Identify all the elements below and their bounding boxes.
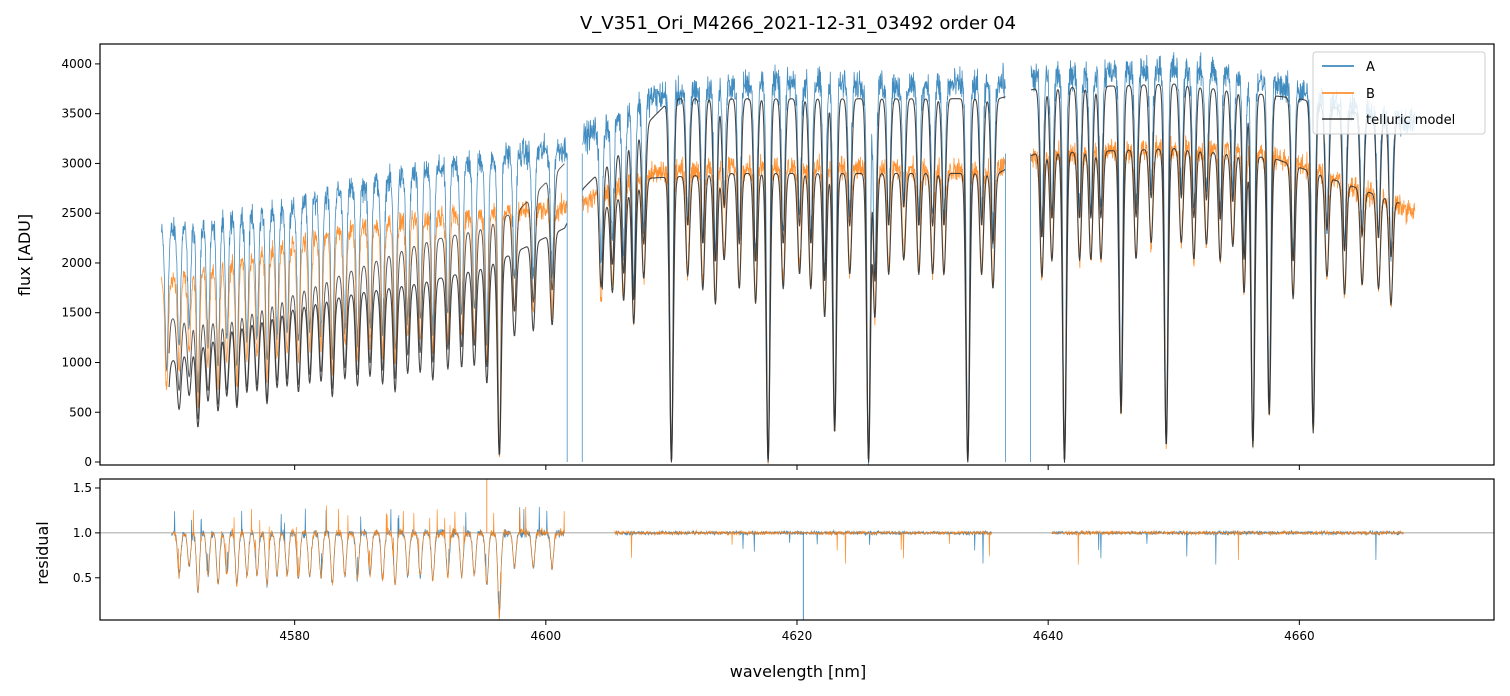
residual-y-tick-label: 0.5	[73, 571, 92, 585]
flux-y-tick-label: 500	[69, 405, 92, 419]
chart-title: V_V351_Ori_M4266_2021-12-31_03492 order …	[580, 13, 1016, 34]
residual-x-ticks: 4580 4600 4620 4640 4660	[279, 620, 1315, 643]
series-a-line	[161, 52, 1416, 465]
legend-label-a: A	[1366, 60, 1375, 75]
telluric-model-b-line	[601, 148, 1400, 463]
flux-panel: 0 500 1000 1500 2000 2500 3000 3500 4000 flux [A…	[15, 43, 1495, 470]
residual-axes-frame	[99, 478, 1495, 621]
x-axis-label: wavelength [nm]	[730, 662, 867, 681]
x-tick-label: 4640	[1033, 629, 1064, 643]
flux-y-tick-label: 3500	[61, 107, 92, 121]
flux-y-axis-label: flux [ADU]	[15, 214, 34, 296]
legend-box	[1312, 51, 1486, 135]
residual-b-line	[171, 505, 1404, 620]
residual-series-group	[171, 479, 1404, 620]
flux-y-tick-label: 1500	[61, 306, 92, 320]
flux-x-ticks	[294, 465, 1300, 470]
residual-y-axis-label: residual	[33, 521, 52, 584]
residual-y-ticks: 0.5 1.0 1.5	[73, 481, 100, 585]
flux-y-ticks: 0 500 1000 1500 2000 2500 3000 3500 4000	[61, 57, 100, 469]
flux-series-group	[161, 52, 1416, 465]
x-tick-label: 4600	[531, 629, 562, 643]
x-tick-label: 4660	[1284, 629, 1315, 643]
legend: A B telluric model	[1312, 51, 1486, 135]
flux-y-tick-label: 4000	[61, 57, 92, 71]
legend-label-telluric: telluric model	[1366, 113, 1455, 128]
residual-y-tick-label: 1.0	[73, 526, 92, 540]
residual-y-tick-label: 1.5	[73, 481, 92, 495]
legend-label-b: B	[1366, 87, 1375, 102]
flux-y-tick-label: 2000	[61, 256, 92, 270]
residual-panel: 0.5 1.0 1.5 4580 4600 4620 4640 4660 residual	[33, 478, 1495, 643]
flux-y-tick-label: 3000	[61, 156, 92, 170]
flux-y-tick-label: 1000	[61, 355, 92, 369]
flux-y-tick-label: 0	[84, 455, 92, 469]
x-tick-label: 4620	[782, 629, 813, 643]
residual-a-line	[171, 506, 1404, 618]
x-tick-label: 4580	[279, 629, 310, 643]
flux-y-tick-label: 2500	[61, 206, 92, 220]
